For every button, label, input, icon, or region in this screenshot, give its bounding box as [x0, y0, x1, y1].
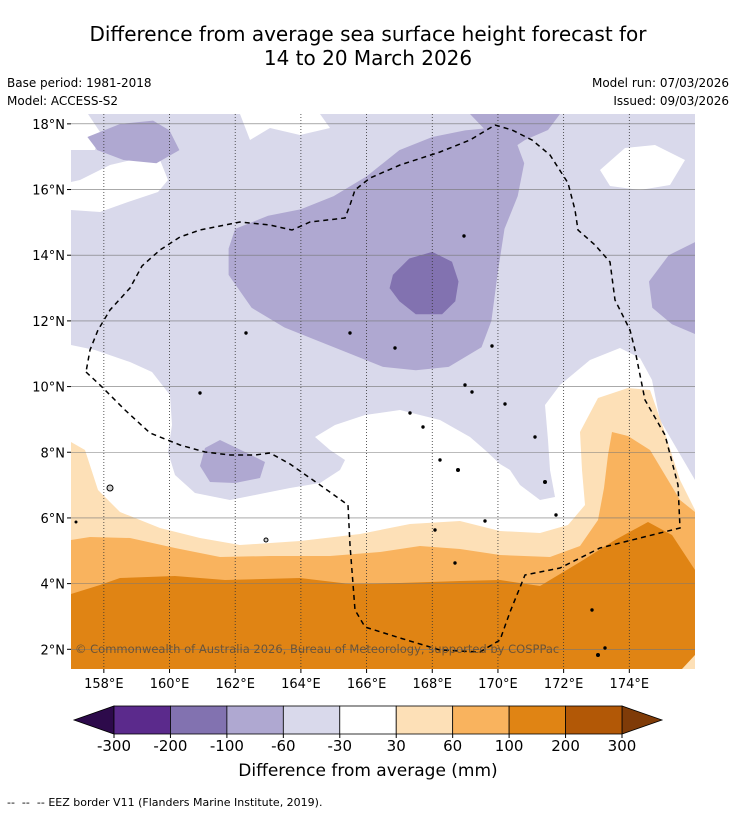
- grid-lines: [71, 114, 695, 669]
- colorbar-swatch: [339, 705, 397, 735]
- eez-border: [85, 124, 681, 653]
- colorbar-tick-label: 30: [387, 737, 406, 755]
- colorbar-label: Difference from average (mm): [238, 761, 498, 781]
- model-run-text: Model run: 07/03/2026: [591, 76, 729, 90]
- footnote: -- -- -- EEZ border V11 (Flanders Marine…: [7, 796, 322, 809]
- eez-footnote-text: EEZ border V11 (Flanders Marine Institut…: [48, 796, 323, 809]
- island-marker: [408, 411, 412, 415]
- colorbar-tick-label: -30: [328, 737, 353, 755]
- x-tick-label: 160°E: [150, 677, 190, 692]
- colorbar-under-arrow: [72, 705, 115, 735]
- y-tick-label: 6°N: [41, 512, 66, 527]
- island-marker: [503, 402, 507, 406]
- contour-fill-neg-south: [200, 440, 265, 483]
- chart-title: Difference from average sea surface heig…: [0, 22, 736, 70]
- copyright-text: © Commonwealth of Australia 2026, Bureau…: [75, 642, 559, 656]
- y-tick-label: 14°N: [32, 249, 65, 264]
- colorbar: -300 -200 -100 -60 -30 30 60 100 200 300: [72, 705, 664, 755]
- y-tick-label: 10°N: [32, 381, 65, 396]
- colorbar-tick-label: 200: [551, 737, 580, 755]
- colorbar-swatch: [170, 705, 228, 735]
- contour-fill-neutral-island: [71, 158, 168, 212]
- island-marker: [244, 331, 248, 335]
- plot-area: [71, 114, 695, 669]
- colorbar-swatch: [282, 705, 341, 735]
- island-marker: [463, 383, 467, 387]
- model-text: Model: ACCESS-S2: [7, 94, 119, 108]
- y-tick-label: 8°N: [41, 446, 66, 461]
- island-marker: [596, 653, 600, 657]
- island-marker: [198, 391, 202, 395]
- x-tick-label: 172°E: [544, 677, 584, 692]
- colorbar-tick-label: -60: [271, 737, 296, 755]
- island-marker: [393, 346, 397, 350]
- x-tick-label: 168°E: [412, 677, 452, 692]
- chart-title-line-1: Difference from average sea surface heig…: [89, 22, 647, 46]
- meta-left: Base period: 1981-2018 Model: ACCESS-S2: [7, 74, 152, 110]
- colorbar-swatch: [508, 705, 566, 735]
- island-marker: [543, 480, 547, 484]
- contour-fill: [389, 251, 459, 315]
- colorbar-swatch: [226, 705, 284, 735]
- island-marker: [603, 646, 607, 650]
- x-tick-label: 166°E: [347, 677, 387, 692]
- contour-fill-neutral-north: [71, 114, 685, 190]
- island-marker: [74, 520, 78, 524]
- island-marker: [438, 458, 442, 462]
- x-tick-label: 162°E: [215, 677, 255, 692]
- y-tick-label: 12°N: [32, 315, 65, 330]
- colorbar-tick-label: 100: [495, 737, 524, 755]
- negative-contour-fills: [87, 120, 695, 371]
- y-tick-label: 16°N: [32, 184, 65, 199]
- colorbar-tick-label: -300: [97, 737, 131, 755]
- colorbar-tick-label: -100: [210, 737, 244, 755]
- contour-fill-100-200: [71, 522, 695, 669]
- island-marker: [421, 425, 425, 429]
- island-markers: [74, 234, 607, 657]
- y-tick-label: 2°N: [41, 643, 66, 658]
- island-marker: [453, 561, 457, 565]
- contour-fill: [87, 120, 180, 164]
- island-marker: [263, 537, 269, 543]
- island-marker: [490, 344, 494, 348]
- colorbar-swatch: [565, 705, 623, 735]
- x-tick-label: 164°E: [281, 677, 321, 692]
- x-tick-label: 174°E: [610, 677, 650, 692]
- colorbar-swatch: [113, 705, 171, 735]
- colorbar-tick-label: 300: [608, 737, 637, 755]
- island-marker: [348, 331, 352, 335]
- island-marker: [456, 468, 460, 472]
- island-marker: [483, 519, 487, 523]
- meta-right: Model run: 07/03/2026 Issued: 09/03/2026: [592, 74, 729, 110]
- issued-text: Issued: 09/03/2026: [613, 94, 729, 108]
- island-marker: [533, 435, 537, 439]
- y-tick-label: 4°N: [41, 578, 66, 593]
- contour-fill: [649, 242, 695, 334]
- island-marker: [433, 528, 437, 532]
- island-marker: [106, 484, 114, 492]
- island-marker: [462, 234, 466, 238]
- island-marker: [554, 513, 558, 517]
- contour-fill: [228, 127, 525, 371]
- axes: 158°E 160°E 162°E 164°E 166°E 168°E 170°E 172°E…: [32, 118, 649, 692]
- colorbar-swatch: [452, 705, 510, 735]
- base-period-text: Base period: 1981-2018: [7, 76, 152, 90]
- chart-title-line-2: 14 to 20 March 2026: [263, 46, 473, 70]
- eez-dash-sample: -- -- --: [7, 796, 49, 809]
- colorbar-tick-label: 60: [443, 737, 462, 755]
- x-tick-label: 170°E: [478, 677, 518, 692]
- colorbar-over-arrow: [621, 705, 664, 735]
- island-marker: [470, 390, 474, 394]
- colorbar-swatch: [395, 705, 454, 735]
- x-tick-label: 158°E: [84, 677, 124, 692]
- colorbar-tick-label: -200: [153, 737, 187, 755]
- island-marker: [590, 608, 594, 612]
- y-tick-label: 18°N: [32, 118, 65, 133]
- contour-fill-30-60-corner: [682, 655, 695, 669]
